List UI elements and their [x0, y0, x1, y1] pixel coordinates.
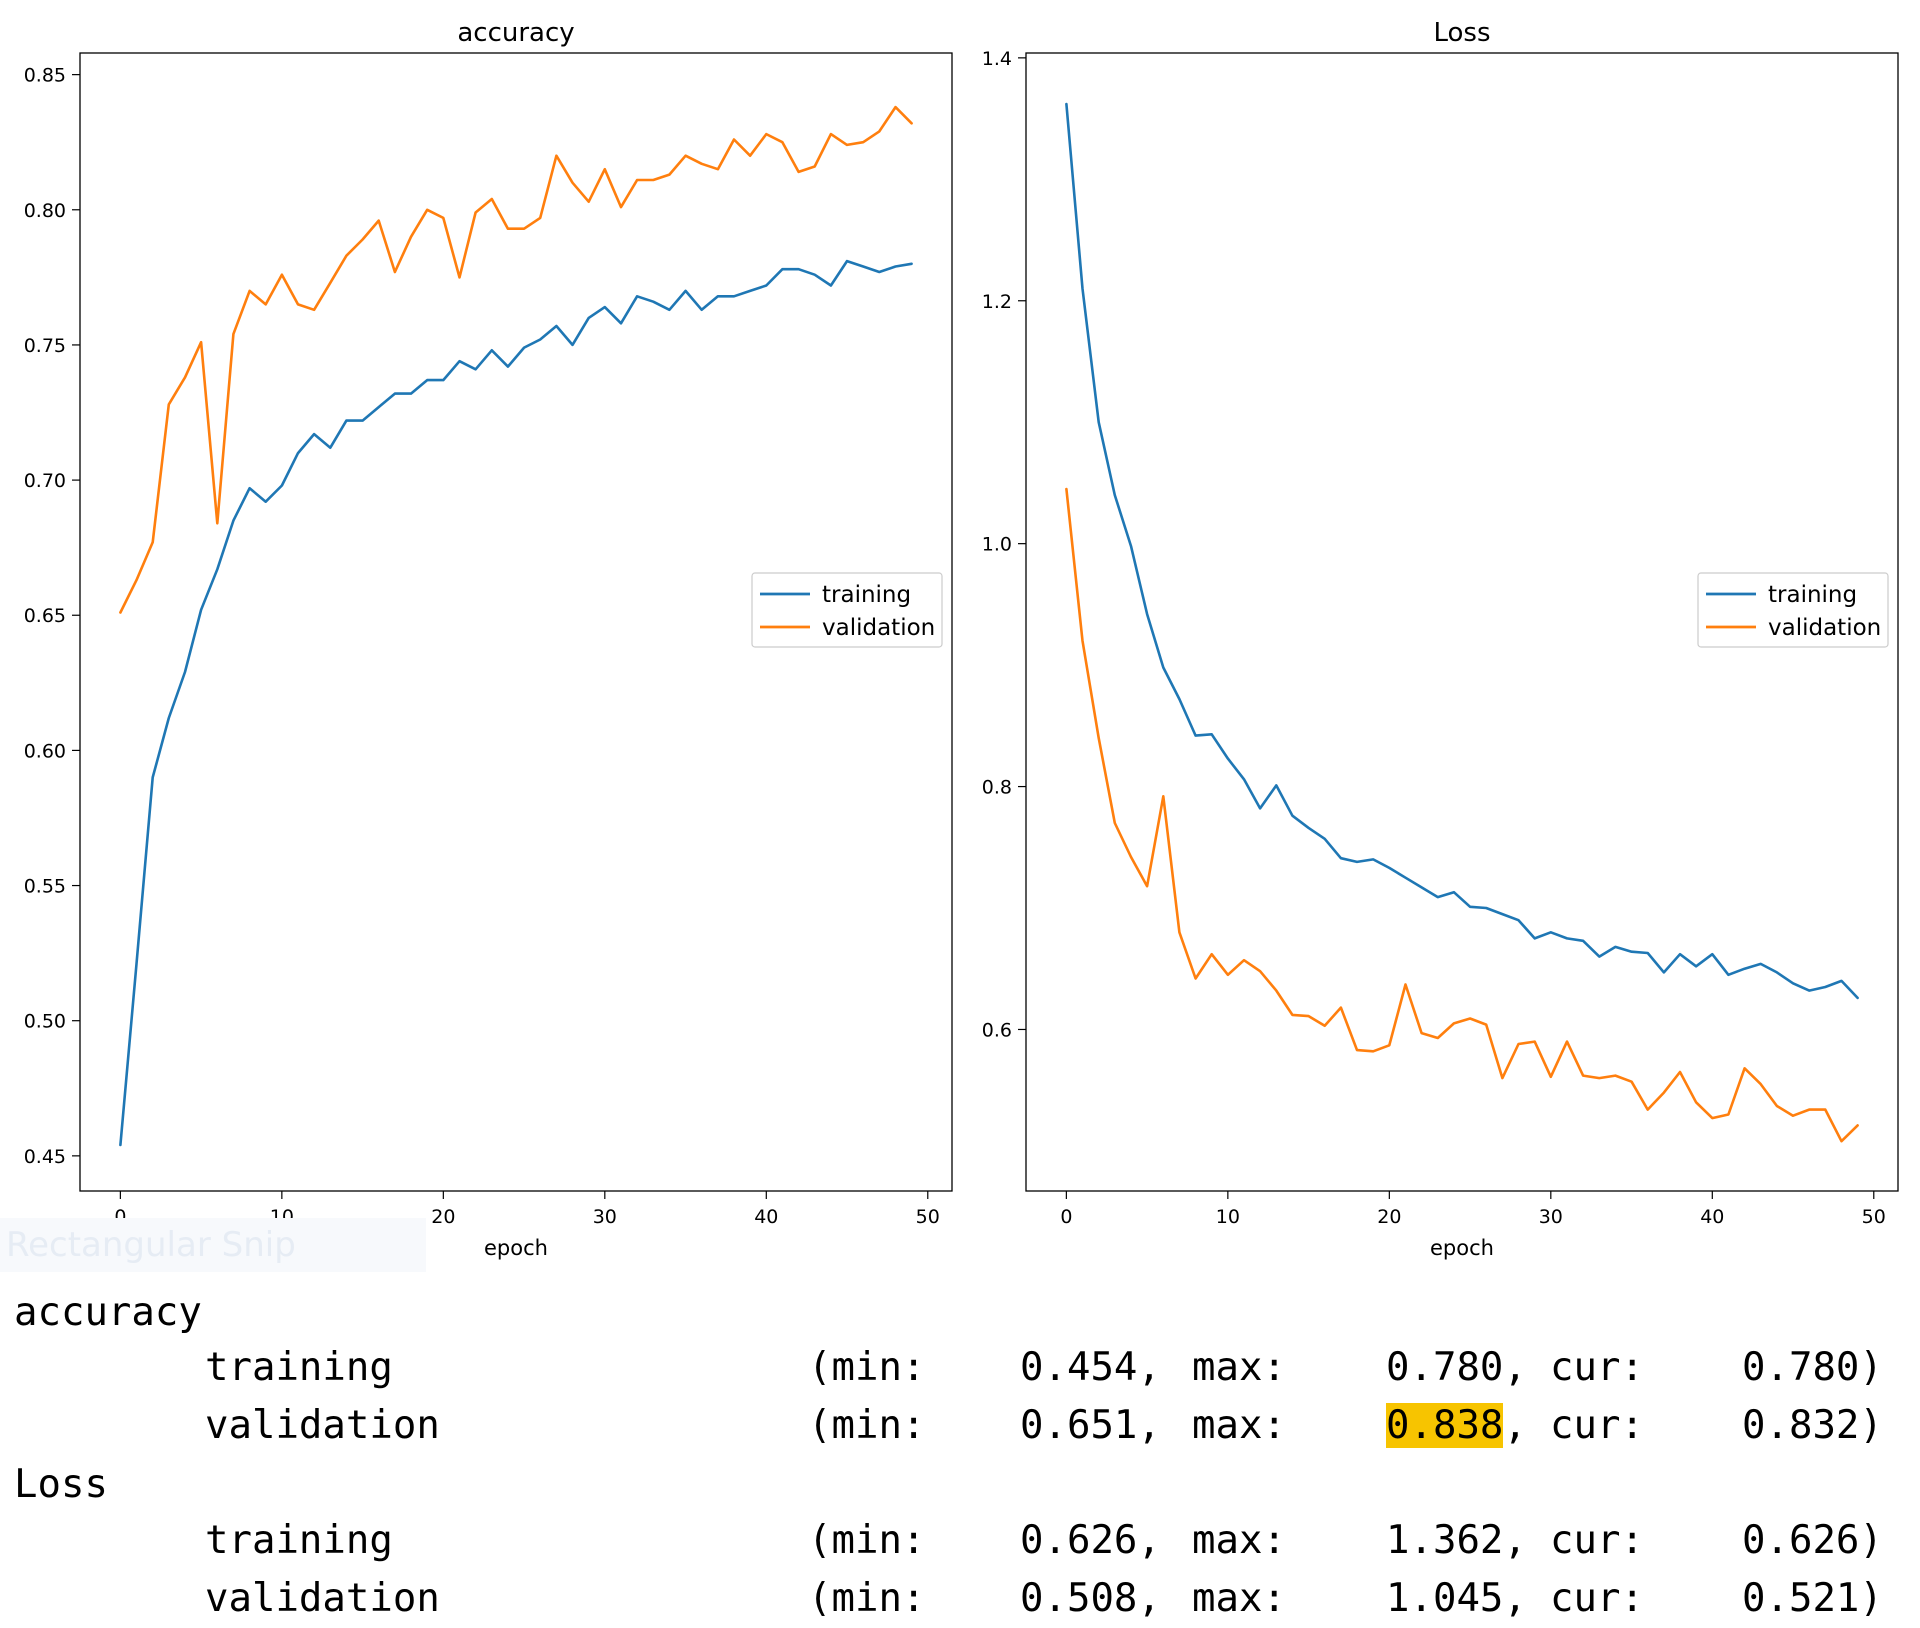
cur-value: 0.832) [1742, 1403, 1883, 1448]
acc-ytick-label-4: 0.65 [24, 605, 66, 627]
min-value: 0.508, [1020, 1576, 1161, 1621]
min-label: (min: [808, 1518, 926, 1563]
loss-series-validation [1065, 487, 1859, 1143]
series-name: training [205, 1518, 393, 1563]
max-number: 1.362 [1386, 1518, 1504, 1563]
loss-legend-label-training: training [1768, 582, 1857, 608]
cur-label: cur: [1550, 1518, 1644, 1563]
cur-label: cur: [1550, 1345, 1644, 1390]
acc-legend-label-training: training [822, 582, 911, 608]
summary-title-loss: Loss [14, 1462, 108, 1507]
loss-legend-label-validation: validation [1768, 615, 1881, 641]
cur-value: 0.780) [1742, 1345, 1883, 1390]
loss-chart: Loss 0 10 20 30 40 50 0.6 0.8 1.0 1.2 1.4 epoch train… [982, 18, 1899, 1260]
loss-legend-box [1697, 572, 1889, 648]
acc-ytick-label-7: 0.80 [24, 200, 66, 222]
rectangular-snip-ghost-label: Rectangular Snip [0, 1218, 426, 1272]
acc-ytick-label-8: 0.85 [24, 65, 66, 87]
loss-xtick-label-30: 30 [1539, 1206, 1563, 1228]
cur-value: 0.521) [1742, 1576, 1883, 1621]
loss-axes-frame [1025, 52, 1899, 1192]
loss-ytick-label-2: 1.0 [982, 534, 1012, 556]
acc-xlabel: epoch [484, 1236, 548, 1260]
max-label: max: [1192, 1345, 1286, 1390]
max-value: 1.362, [1386, 1518, 1527, 1563]
loss-xlabel: epoch [1430, 1236, 1494, 1260]
separator: , [1503, 1345, 1527, 1390]
separator: , [1503, 1576, 1527, 1621]
acc-ytick-label-5: 0.70 [24, 470, 66, 492]
max-value: 0.780, [1386, 1345, 1527, 1390]
max-value: 1.045, [1386, 1576, 1527, 1621]
acc-legend-box [751, 572, 943, 648]
acc-xtick-label-30: 30 [593, 1206, 617, 1228]
loss-xtick-label-20: 20 [1377, 1206, 1401, 1228]
acc-axes-frame [79, 52, 953, 1192]
summary-title-accuracy: accuracy [14, 1290, 202, 1335]
loss-xtick-label-50: 50 [1862, 1206, 1886, 1228]
min-label: (min: [808, 1403, 926, 1448]
acc-ytick-label-1: 0.50 [24, 1011, 66, 1033]
max-number: 1.045 [1386, 1576, 1504, 1621]
loss-xtick-label-40: 40 [1700, 1206, 1724, 1228]
summary-row-loss-validation: validation (min: 0.508, max: 1.045, cur:… [0, 1576, 1920, 1628]
loss-legend: training validation [1697, 572, 1889, 648]
acc-title: accuracy [457, 18, 574, 48]
acc-xtick-label-50: 50 [916, 1206, 940, 1228]
loss-xtick-label-10: 10 [1216, 1206, 1240, 1228]
loss-ytick-label-4: 1.4 [982, 48, 1012, 70]
min-value: 0.454, [1020, 1345, 1161, 1390]
acc-series-training [119, 259, 913, 1147]
min-value: 0.626, [1020, 1518, 1161, 1563]
loss-series-training [1065, 102, 1859, 1000]
loss-title: Loss [1433, 18, 1490, 48]
cur-label: cur: [1550, 1576, 1644, 1621]
acc-legend-label-validation: validation [822, 615, 935, 641]
separator: , [1503, 1403, 1527, 1448]
acc-ytick-label-0: 0.45 [24, 1146, 66, 1168]
loss-ytick-label-0: 0.6 [982, 1019, 1012, 1041]
acc-ytick-label-6: 0.75 [24, 335, 66, 357]
series-name: validation [205, 1403, 440, 1448]
separator: , [1503, 1518, 1527, 1563]
min-value: 0.651, [1020, 1403, 1161, 1448]
series-name: validation [205, 1576, 440, 1621]
max-number-highlighted: 0.838 [1386, 1403, 1504, 1448]
max-label: max: [1192, 1518, 1286, 1563]
acc-series-validation [119, 105, 913, 614]
summary-row-loss-training: training (min: 0.626, max: 1.362, cur: 0… [0, 1518, 1920, 1570]
max-number: 0.780 [1386, 1345, 1504, 1390]
acc-ytick-label-2: 0.55 [24, 876, 66, 898]
cur-label: cur: [1550, 1403, 1644, 1448]
acc-ytick-label-3: 0.60 [24, 740, 66, 762]
loss-xtick-label-0: 0 [1060, 1206, 1072, 1228]
summary-row-accuracy-validation: validation (min: 0.651, max: 0.838, cur:… [0, 1403, 1920, 1455]
max-label: max: [1192, 1576, 1286, 1621]
acc-legend: training validation [751, 572, 943, 648]
max-value: 0.838, [1386, 1403, 1527, 1448]
summary-row-accuracy-training: training (min: 0.454, max: 0.780, cur: 0… [0, 1345, 1920, 1397]
cur-value: 0.626) [1742, 1518, 1883, 1563]
acc-xtick-label-20: 20 [431, 1206, 455, 1228]
loss-ytick-label-3: 1.2 [982, 291, 1012, 313]
series-name: training [205, 1345, 393, 1390]
max-label: max: [1192, 1403, 1286, 1448]
min-label: (min: [808, 1345, 926, 1390]
acc-xtick-label-40: 40 [754, 1206, 778, 1228]
loss-ytick-label-1: 0.8 [982, 777, 1012, 799]
min-label: (min: [808, 1576, 926, 1621]
